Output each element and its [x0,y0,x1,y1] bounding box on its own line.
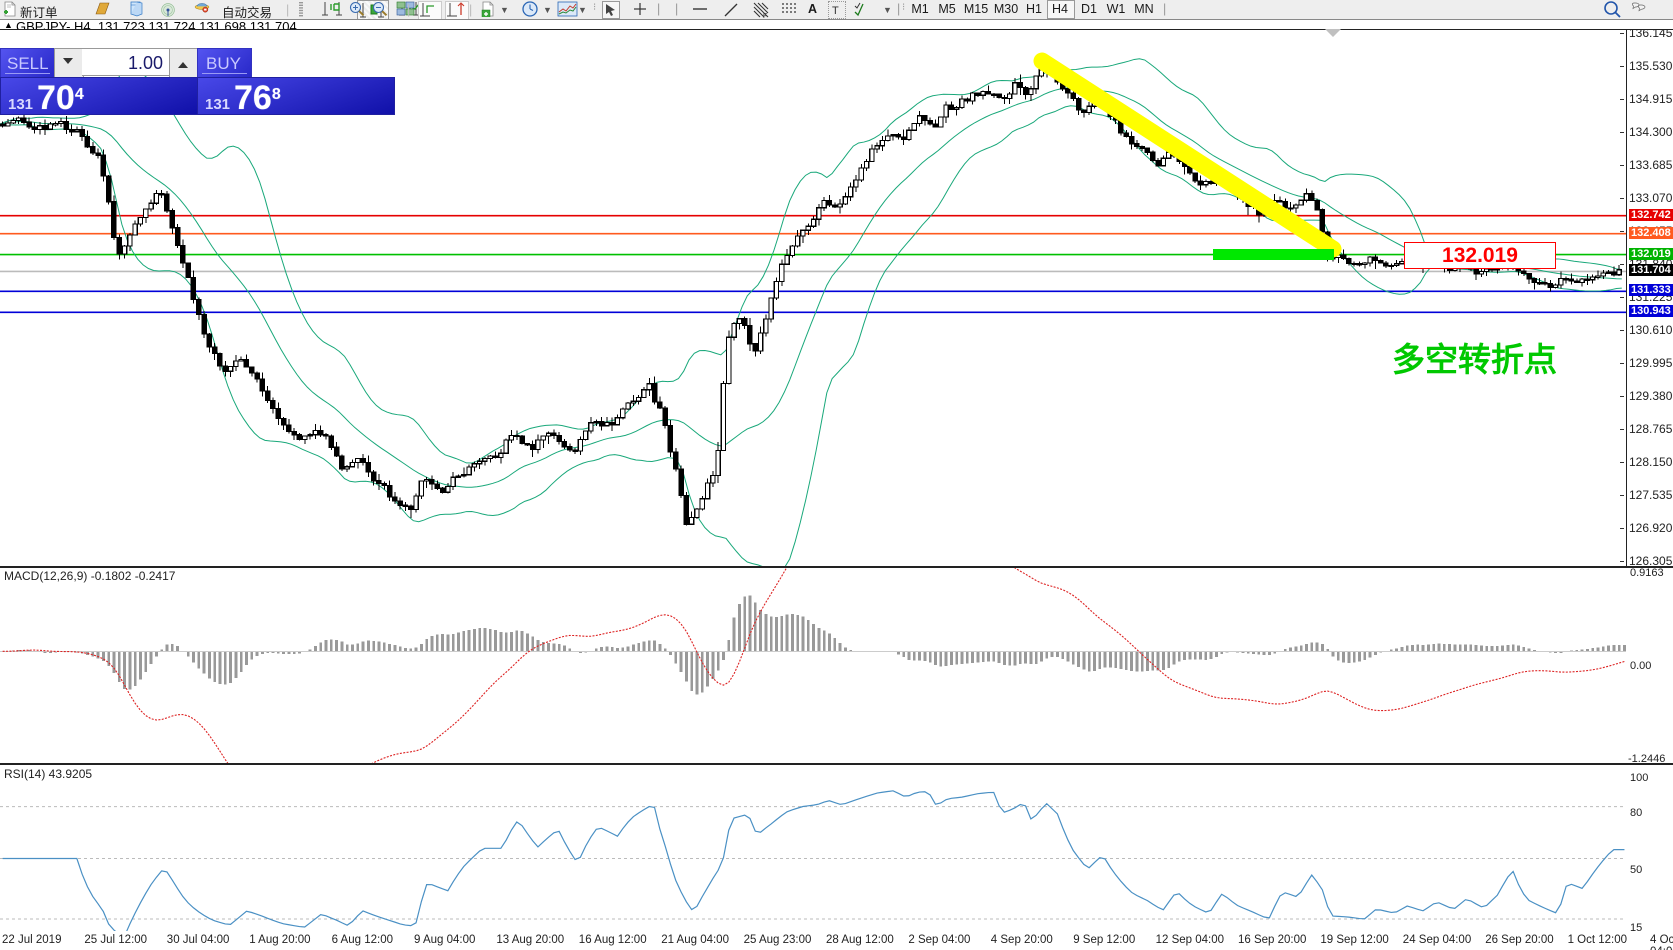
svg-text:T: T [832,5,839,17]
svg-text:F: F [763,13,767,18]
